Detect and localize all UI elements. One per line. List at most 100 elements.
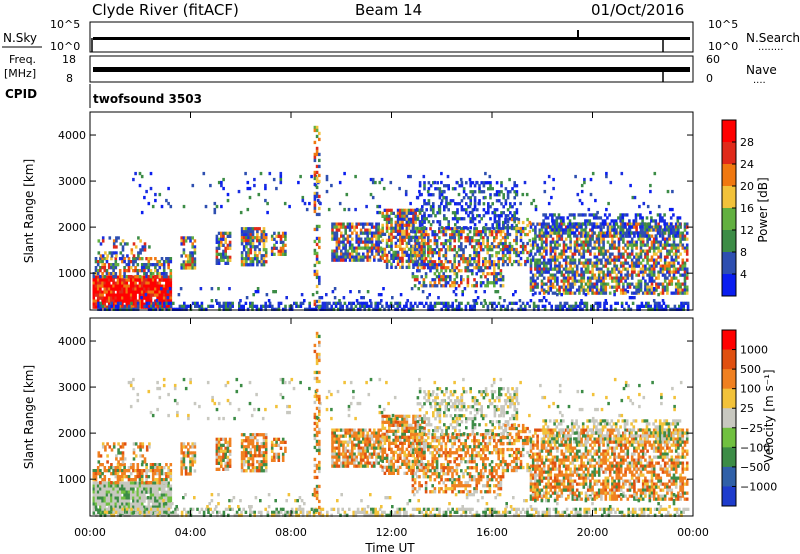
range-gate-cell xyxy=(127,290,131,294)
range-gate-cell xyxy=(118,296,122,300)
range-gate-cell xyxy=(681,291,685,295)
range-gate-cell xyxy=(167,475,170,479)
range-gate-cell xyxy=(132,496,135,500)
range-gate-cell xyxy=(340,225,343,229)
range-gate-cell xyxy=(663,243,667,247)
range-gate-cell xyxy=(249,245,253,249)
range-gate-cell xyxy=(443,184,446,188)
range-gate-cell xyxy=(536,222,539,226)
range-gate-cell xyxy=(427,193,431,197)
range-gate-cell xyxy=(399,226,402,230)
range-gate-cell xyxy=(652,246,656,250)
range-gate-cell xyxy=(284,231,287,235)
range-gate-cell xyxy=(667,231,671,235)
range-gate-cell xyxy=(315,149,319,154)
range-gate-cell xyxy=(117,460,120,464)
range-gate-cell xyxy=(566,216,570,220)
range-gate-cell xyxy=(224,301,228,305)
range-gate-cell xyxy=(377,258,380,262)
range-gate-cell xyxy=(405,229,409,233)
range-gate-cell xyxy=(575,222,578,226)
range-gate-cell xyxy=(377,231,380,235)
range-gate-cell xyxy=(112,493,115,497)
range-gate-cell xyxy=(196,304,199,308)
range-gate-cell xyxy=(405,217,409,221)
range-gate-cell xyxy=(586,246,590,250)
range-gate-cell xyxy=(121,239,125,243)
range-gate-cell xyxy=(258,248,261,252)
range-gate-cell xyxy=(549,243,553,247)
range-gate-cell xyxy=(513,196,516,200)
range-gate-cell xyxy=(473,266,476,270)
range-gate-cell xyxy=(584,264,588,268)
range-gate-cell xyxy=(454,217,457,221)
range-gate-cell xyxy=(599,216,603,220)
range-gate-cell xyxy=(585,307,589,311)
range-gate-cell xyxy=(245,236,248,240)
range-gate-cell xyxy=(422,233,426,237)
range-gate-cell xyxy=(222,258,225,262)
range-gate-cell xyxy=(488,263,492,267)
range-gate-cell xyxy=(123,484,126,488)
range-gate-cell xyxy=(584,282,588,286)
range-gate-cell xyxy=(125,302,129,306)
range-gate-cell xyxy=(578,261,581,265)
range-gate-cell xyxy=(202,171,206,176)
range-gate-cell xyxy=(650,267,654,271)
range-gate-cell xyxy=(416,239,419,243)
range-gate-cell xyxy=(658,228,662,232)
range-gate-cell xyxy=(158,260,162,264)
range-gate-cell xyxy=(99,307,102,311)
range-gate-cell xyxy=(652,252,656,256)
range-gate-cell xyxy=(617,279,621,283)
range-gate-cell xyxy=(619,291,623,295)
range-gate-cell xyxy=(454,211,457,215)
range-gate-cell xyxy=(600,237,603,241)
range-gate-cell xyxy=(167,505,170,509)
range-gate-cell xyxy=(420,284,423,288)
range-gate-cell xyxy=(375,228,378,232)
range-gate-cell xyxy=(612,219,616,223)
range-gate-cell xyxy=(370,246,374,250)
range-gate-cell xyxy=(165,463,168,467)
range-gate-cell xyxy=(372,307,375,311)
range-gate-cell xyxy=(513,217,516,222)
range-gate-cell xyxy=(138,481,142,485)
range-gate-cell xyxy=(145,490,148,494)
range-gate-cell xyxy=(143,484,146,488)
range-gate-cell xyxy=(262,239,266,243)
freq-unit-label: [MHz] xyxy=(4,67,36,80)
range-gate-cell xyxy=(407,307,410,311)
range-gate-cell xyxy=(674,276,678,280)
range-gate-cell xyxy=(683,288,687,292)
range-gate-cell xyxy=(630,273,634,277)
range-gate-cell xyxy=(438,236,441,240)
range-gate-cell xyxy=(247,230,250,234)
range-gate-cell xyxy=(523,180,527,185)
range-gate-cell xyxy=(578,237,581,241)
colorbar-tick-label: 8 xyxy=(740,246,747,259)
range-gate-cell xyxy=(575,240,579,244)
range-gate-cell xyxy=(385,211,389,215)
range-gate-cell xyxy=(571,282,575,286)
range-gate-cell xyxy=(103,499,107,503)
range-gate-cell xyxy=(189,263,192,267)
range-gate-cell xyxy=(169,301,173,305)
range-gate-cell xyxy=(107,484,111,488)
range-gate-cell xyxy=(661,219,664,223)
range-gate-cell xyxy=(468,204,472,209)
range-gate-cell xyxy=(515,229,518,234)
range-gate-cell xyxy=(475,301,479,305)
range-gate-cell xyxy=(628,282,632,286)
range-gate-cell xyxy=(134,299,137,303)
range-gate-cell xyxy=(228,258,232,262)
range-gate-cell xyxy=(147,505,151,509)
range-gate-cell xyxy=(575,264,579,268)
range-gate-cell xyxy=(489,217,492,221)
range-gate-cell xyxy=(418,247,422,251)
range-gate-cell xyxy=(504,187,508,191)
range-gate-cell xyxy=(101,493,104,497)
range-gate-cell xyxy=(140,481,144,485)
range-gate-cell xyxy=(143,499,146,503)
range-gate-cell xyxy=(116,287,120,291)
